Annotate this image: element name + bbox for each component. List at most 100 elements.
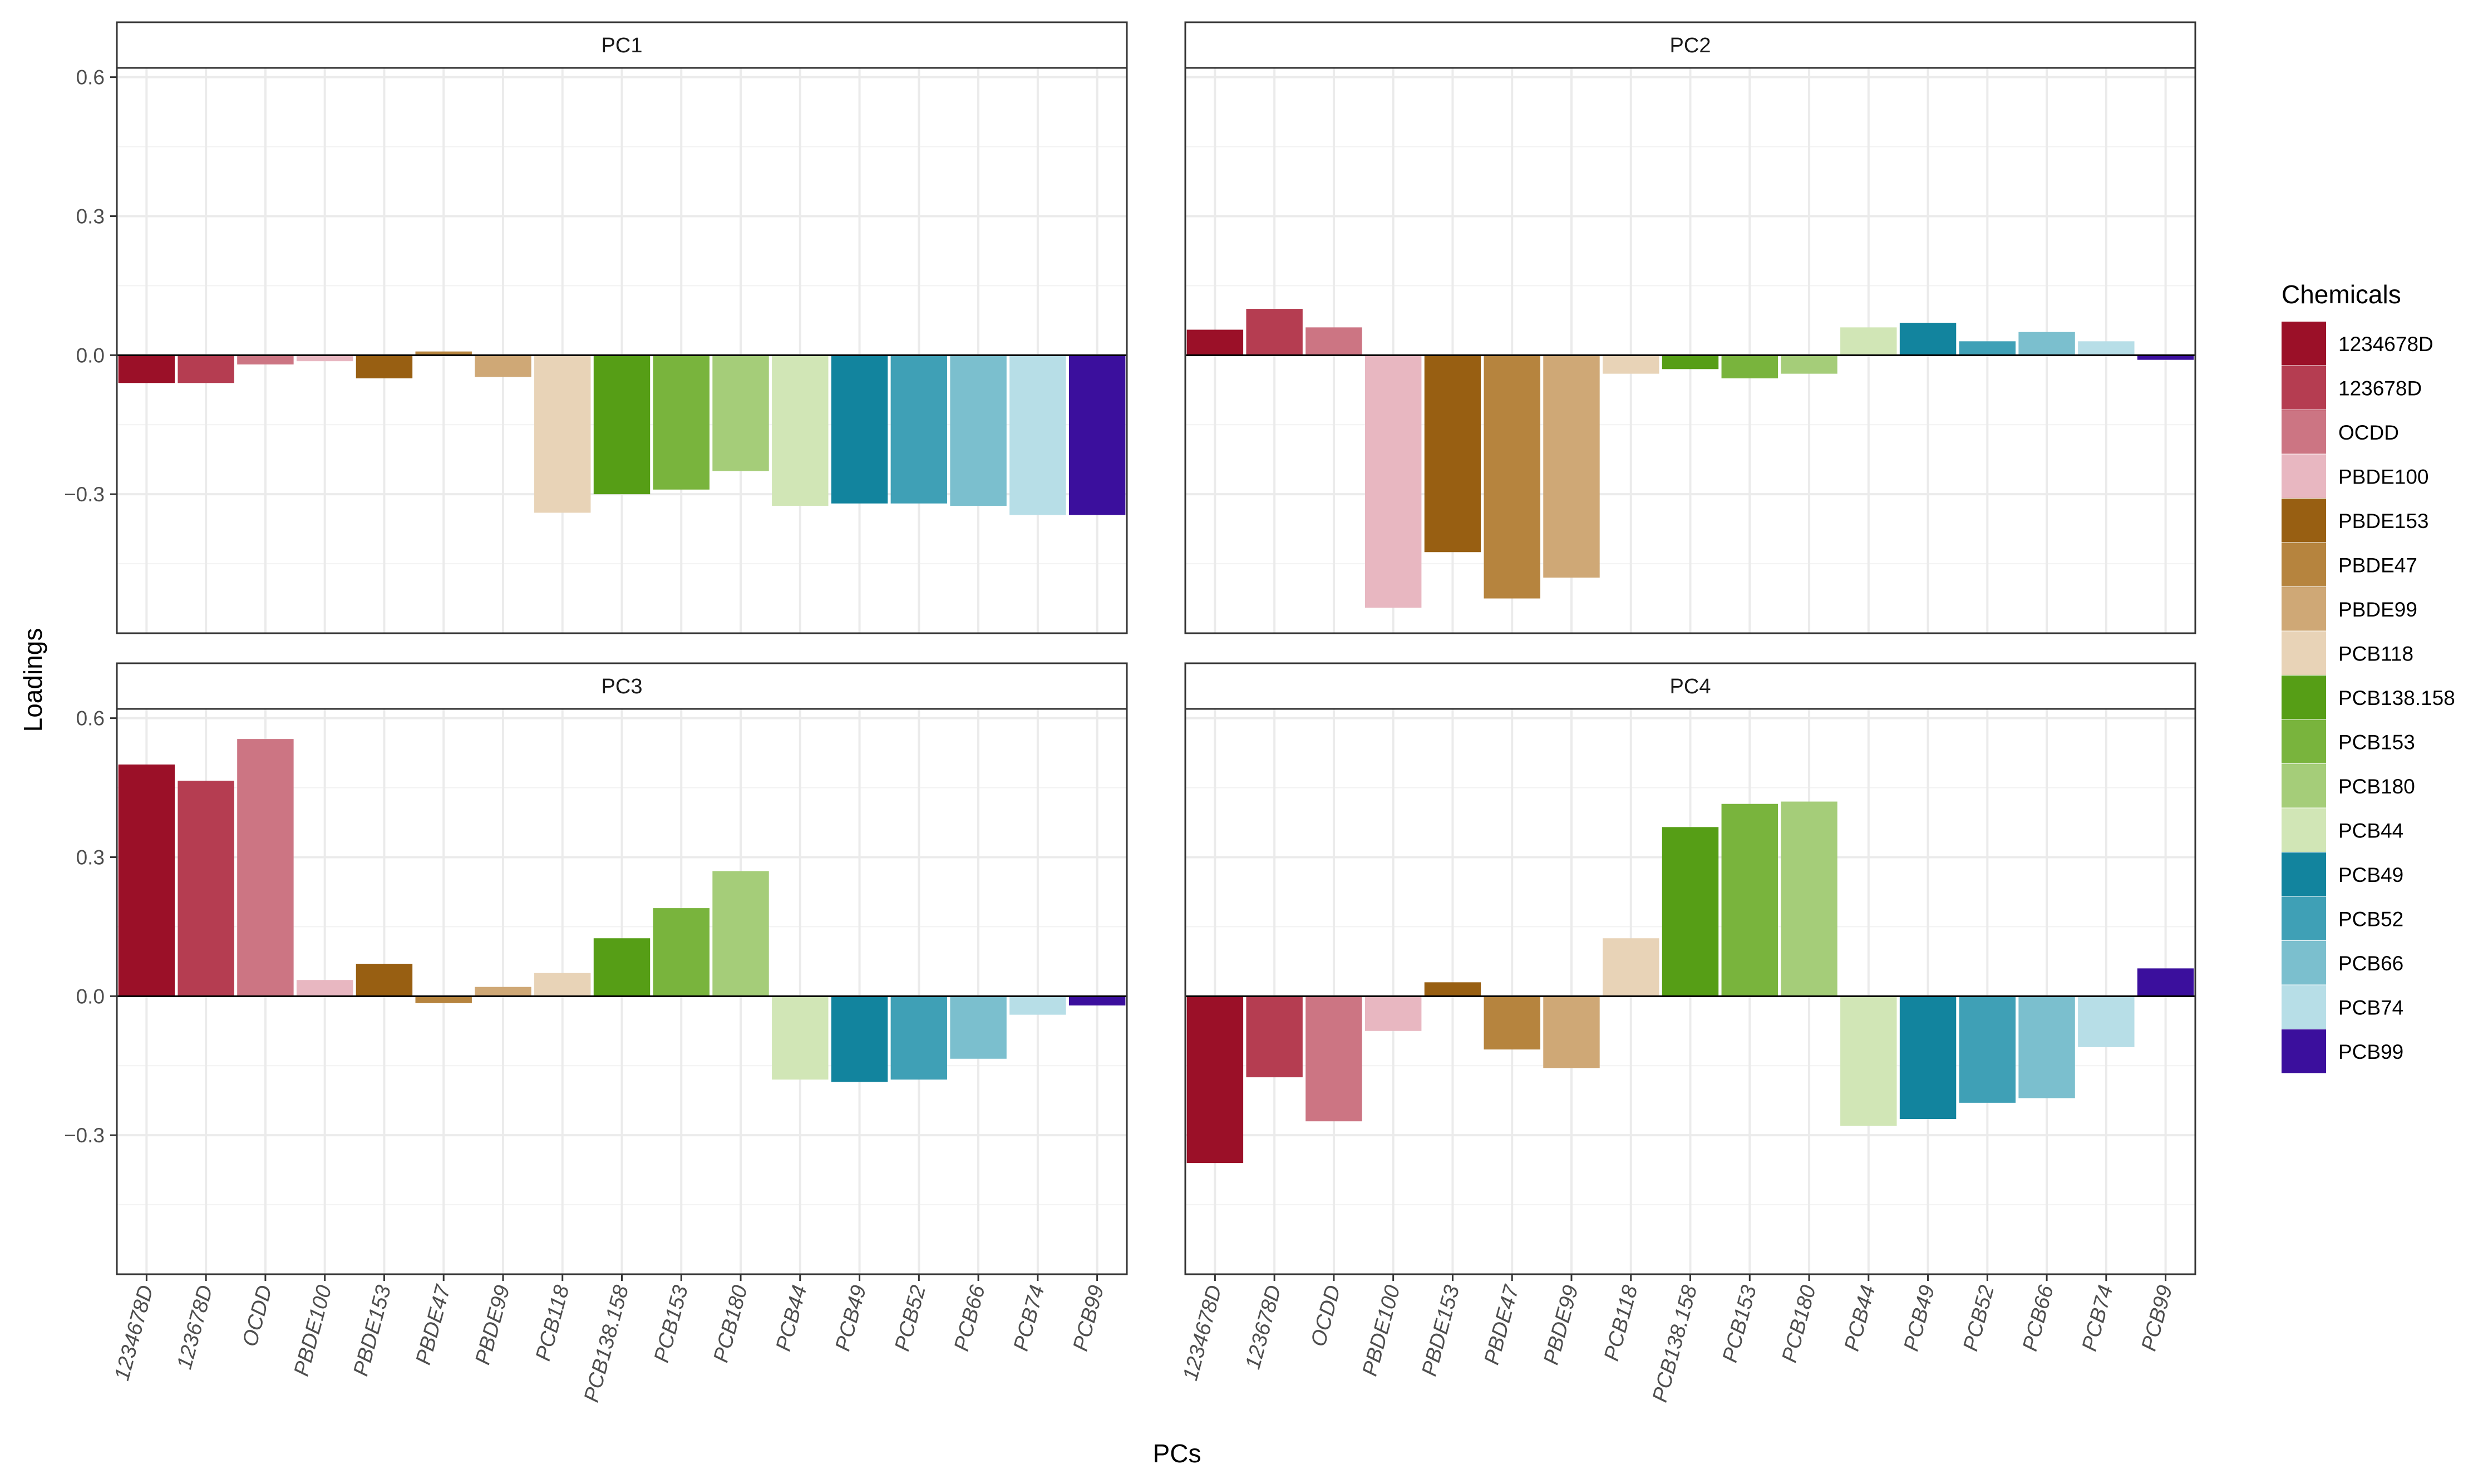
y-tick-label: 0.0 [76,985,105,1008]
bar-pc2-pcb153 [1721,355,1778,378]
legend-key [2282,896,2326,940]
bar-pc1-pbde47 [415,351,472,356]
legend: Chemicals 1234678D 123678D OCDD PBDE100 PBDE1… [2282,280,2455,1073]
bar-pc4-ocdd [1305,996,1362,1122]
legend-item: PCB66 [2282,941,2403,985]
legend-key [2282,543,2326,586]
legend-item: PCB99 [2282,1029,2403,1073]
bar-pc2-123678d [1246,309,1303,356]
bar-pc2-pcb138-158 [1662,355,1719,369]
legend-label: PBDE100 [2338,465,2429,488]
legend-key [2282,941,2326,985]
legend-item: PCB74 [2282,985,2403,1029]
bar-pc3-pbde47 [415,996,472,1003]
bar-pc4-pbde153 [1424,982,1481,997]
legend-label: PBDE99 [2338,598,2417,621]
bar-pc1-pbde99 [475,355,531,377]
legend-label: 1234678D [2338,333,2433,356]
bar-pc3-pcb138-158 [593,938,651,997]
legend-item: PCB138.158 [2282,676,2455,719]
legend-key [2282,322,2326,366]
legend-label: PCB52 [2338,908,2403,930]
bar-pc1-pcb99 [1068,355,1126,515]
legend-key [2282,852,2326,896]
bar-pc3-pbde100 [296,980,353,997]
bar-pc1-pbde153 [356,355,413,378]
bar-pc3-pcb99 [1068,996,1126,1005]
legend-title: Chemicals [2282,280,2401,309]
bar-pc2-pcb118 [1603,355,1659,374]
bar-pc1-123678d [178,355,234,383]
bar-pc1-pcb118 [534,355,591,513]
bar-pc4-pbde47 [1484,996,1540,1050]
panel-strip-label: PC2 [1670,34,1711,57]
bar-pc2-pbde47 [1484,355,1540,599]
bar-pc2-ocdd [1305,327,1362,356]
bar-pc4-pbde99 [1543,996,1600,1068]
legend-label: PBDE47 [2338,554,2417,576]
y-tick-label: 0.6 [76,707,105,730]
panel-border [1184,67,2196,634]
bar-pc3-pcb44 [772,996,829,1080]
legend-label: OCDD [2338,421,2399,444]
bar-pc2-pcb66 [2018,332,2075,356]
bar-pc3-pcb180 [712,871,769,997]
bar-pc1-1234678d [118,355,175,383]
bar-pc3-pbde99 [475,987,531,997]
bar-pc4-pbde100 [1364,996,1422,1031]
panel-pc1: PC1 −0.3 0.0 0.3 0.6 [64,21,1128,634]
bar-pc3-ocdd [237,739,294,997]
bar-pc1-pcb180 [712,355,769,471]
panel-strip [116,662,1128,710]
bar-pc4-1234678d [1186,996,1244,1163]
legend-key [2282,366,2326,410]
legend-key [2282,985,2326,1029]
bar-pc3-pcb49 [831,996,888,1082]
bar-pc3-pbde153 [356,964,413,997]
legend-label: PCB138.158 [2338,687,2455,709]
panel-strip-label: PC3 [602,675,643,698]
y-tick-label: −0.3 [64,483,105,506]
bar-pc4-pcb153 [1721,803,1778,997]
legend-label: PBDE153 [2338,510,2429,533]
bar-pc4-pcb52 [1959,996,2016,1103]
legend-label: PCB74 [2338,996,2403,1019]
bar-pc2-pcb49 [1899,323,1957,356]
bar-pc2-pbde99 [1543,355,1600,578]
y-axis-title: Loadings [18,628,47,732]
bar-pc4-pcb180 [1781,801,1837,997]
bar-pc4-pcb74 [2078,996,2135,1047]
legend-item: PBDE47 [2282,543,2417,586]
legend-label: PCB99 [2338,1041,2403,1063]
bar-pc2-pcb74 [2078,341,2135,356]
bar-pc1-pcb74 [1009,355,1066,515]
bar-pc2-pcb44 [1840,327,1897,356]
bar-pc3-pcb153 [653,908,710,997]
bar-pc4-pcb118 [1603,938,1659,997]
panel-strip-label: PC1 [602,34,643,57]
panel-strip [1184,662,2196,710]
bar-pc4-pcb99 [2137,968,2194,997]
bar-pc2-1234678d [1186,329,1244,356]
legend-key [2282,631,2326,675]
bar-pc1-pcb138-158 [593,355,651,495]
y-tick-label: −0.3 [64,1124,105,1147]
y-tick-label: 0.3 [76,846,105,869]
legend-key [2282,808,2326,852]
legend-item: PBDE153 [2282,499,2429,543]
legend-label: PCB44 [2338,819,2403,842]
y-tick-label: 0.6 [76,66,105,89]
legend-key [2282,676,2326,719]
legend-item: PCB118 [2282,631,2413,675]
panel-strip-label: PC4 [1670,675,1711,698]
legend-label: PCB49 [2338,864,2403,886]
legend-label: 123678D [2338,377,2422,400]
legend-label: PCB118 [2338,642,2413,665]
bar-pc2-pcb180 [1781,355,1837,374]
bar-pc1-pcb49 [831,355,888,504]
bar-pc1-pcb153 [653,355,710,490]
legend-item: PCB153 [2282,719,2415,763]
panel-strip [116,21,1128,69]
legend-key [2282,719,2326,763]
